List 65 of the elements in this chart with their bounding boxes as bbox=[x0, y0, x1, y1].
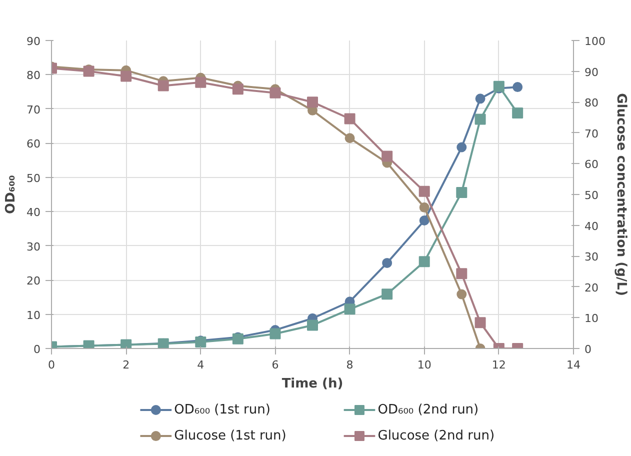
y-tick-label: 40 bbox=[26, 206, 41, 220]
point bbox=[382, 288, 393, 300]
x-tick-label: 0 bbox=[48, 358, 55, 372]
legend-label: Glucose (1st run) bbox=[174, 428, 286, 444]
y-tick-label: 10 bbox=[26, 308, 41, 322]
x-tick-label: 4 bbox=[197, 358, 204, 372]
y2-tick-label: 70 bbox=[584, 127, 598, 140]
point bbox=[232, 84, 244, 95]
point bbox=[344, 304, 356, 315]
legend-label: Glucose (2nd run) bbox=[378, 428, 495, 444]
x-tick-label: 12 bbox=[492, 358, 506, 372]
y2-tick-label: 60 bbox=[584, 158, 598, 172]
point bbox=[475, 94, 486, 104]
point bbox=[382, 150, 393, 162]
y2-tick-label: 10 bbox=[584, 312, 598, 326]
y2-tick-label: 100 bbox=[584, 35, 606, 48]
y-tick-label: 60 bbox=[26, 138, 41, 151]
x-tick-label: 14 bbox=[566, 358, 580, 372]
point bbox=[512, 82, 523, 92]
y2-tick-label: 90 bbox=[584, 66, 598, 79]
point bbox=[456, 268, 468, 280]
y-tick-label: 50 bbox=[26, 172, 41, 185]
y-tick-label: 0 bbox=[34, 343, 40, 356]
x-tick-label: 8 bbox=[346, 358, 354, 372]
x-tick-label: 10 bbox=[417, 358, 432, 372]
point bbox=[474, 114, 486, 125]
legend-label: OD₆₀₀ (2nd run) bbox=[378, 402, 479, 418]
point bbox=[270, 328, 281, 340]
y-tick-label: 20 bbox=[26, 274, 41, 288]
point bbox=[474, 317, 486, 328]
legend-label: OD₆₀₀ (1st run) bbox=[174, 402, 270, 418]
point bbox=[419, 216, 430, 226]
y2-axis-title: Glucose concentration (g/L) bbox=[613, 93, 628, 296]
point bbox=[158, 80, 169, 92]
y-tick-label: 70 bbox=[26, 103, 41, 116]
y-axis-title: OD₆₀₀ bbox=[4, 174, 19, 214]
point bbox=[83, 66, 94, 77]
point bbox=[307, 96, 318, 108]
point bbox=[418, 256, 430, 268]
point bbox=[419, 202, 430, 212]
point bbox=[456, 142, 467, 152]
point bbox=[493, 80, 504, 92]
point bbox=[120, 70, 132, 82]
x-tick-label: 2 bbox=[122, 358, 130, 372]
x-axis-title: Time (h) bbox=[282, 376, 344, 392]
point bbox=[418, 186, 430, 197]
point bbox=[382, 258, 392, 268]
point bbox=[456, 289, 467, 300]
y2-tick-label: 50 bbox=[584, 189, 598, 202]
y-tick-label: 30 bbox=[26, 240, 41, 254]
y2-tick-label: 80 bbox=[584, 96, 598, 110]
y2-tick-label: 0 bbox=[584, 343, 592, 356]
point bbox=[195, 76, 206, 88]
point bbox=[270, 87, 281, 98]
x-tick-label: 6 bbox=[272, 358, 279, 372]
y-tick-label: 90 bbox=[26, 35, 41, 48]
y2-tick-label: 20 bbox=[584, 281, 598, 294]
y-tick-label: 80 bbox=[26, 69, 41, 82]
point bbox=[344, 133, 355, 144]
point bbox=[512, 108, 524, 119]
point bbox=[344, 113, 356, 124]
y2-tick-label: 30 bbox=[584, 250, 598, 264]
point bbox=[456, 186, 468, 198]
y2-tick-label: 40 bbox=[584, 220, 598, 233]
point bbox=[307, 320, 318, 331]
